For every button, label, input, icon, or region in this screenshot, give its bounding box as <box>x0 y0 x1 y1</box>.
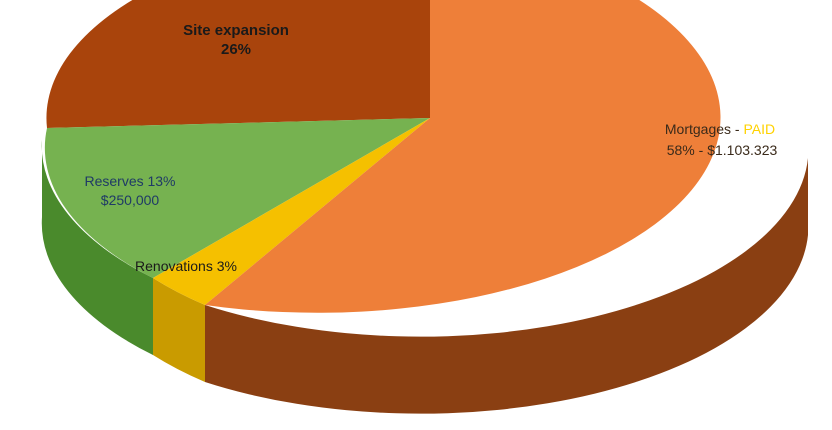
label-renovations: Renovations 3% <box>135 258 237 274</box>
label-site-expansion-percent: 26% <box>221 41 251 58</box>
label-mortgages-name: Mortgages - PAID <box>665 121 775 137</box>
label-reserves-value: $250,000 <box>101 192 160 208</box>
slice-side-reserves <box>41 140 154 355</box>
label-mortgages-title: Mortgages <box>665 121 731 137</box>
label-mortgages-status: PAID <box>743 121 775 137</box>
slice-site-expansion[interactable] <box>46 0 430 128</box>
slice-side-mortgages <box>205 158 808 414</box>
slice-mortgages[interactable] <box>205 0 721 313</box>
label-mortgages-value: 58% - $1.103.323 <box>667 142 778 158</box>
label-reserves-name: Reserves 13% <box>84 173 175 189</box>
label-site-expansion-name: Site expansion <box>183 22 289 39</box>
slice-reserves[interactable] <box>44 118 431 278</box>
slice-renovations[interactable] <box>153 118 430 305</box>
label-mortgages-separator: - <box>731 121 743 137</box>
slice-side-renovations <box>153 278 205 382</box>
